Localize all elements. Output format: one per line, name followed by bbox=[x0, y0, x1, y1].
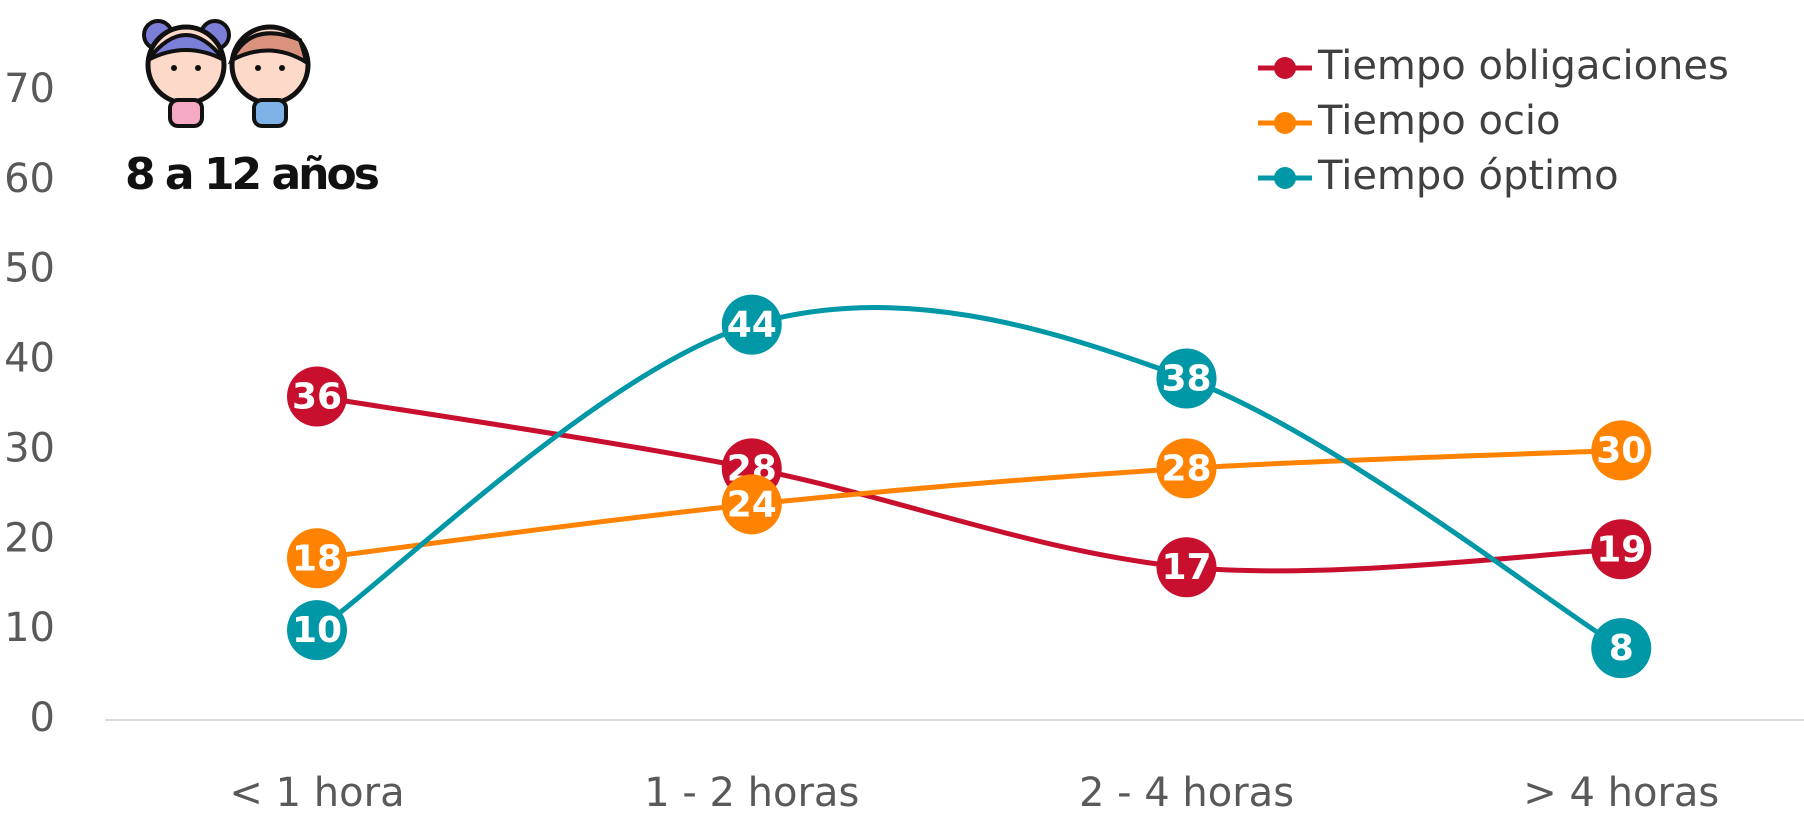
series-line bbox=[316, 447, 1622, 561]
legend-marker bbox=[1274, 57, 1296, 79]
x-tick-label: > 4 horas bbox=[1523, 770, 1719, 816]
legend-marker bbox=[1274, 167, 1296, 189]
data-label: 19 bbox=[1596, 529, 1646, 570]
x-tick-label: < 1 hora bbox=[229, 770, 404, 816]
legend-label: Tiempo óptimo bbox=[1317, 153, 1619, 199]
data-label: 28 bbox=[1161, 448, 1211, 489]
data-label: 30 bbox=[1596, 430, 1646, 471]
data-point bbox=[287, 600, 347, 661]
y-tick-label: 10 bbox=[4, 605, 55, 651]
y-tick-label: 40 bbox=[4, 336, 55, 382]
data-point bbox=[1591, 420, 1652, 481]
legend-label: Tiempo ocio bbox=[1317, 98, 1561, 144]
data-label: 36 bbox=[292, 377, 342, 418]
y-tick-label: 60 bbox=[4, 156, 55, 202]
data-label: 10 bbox=[292, 610, 342, 651]
data-label: 38 bbox=[1161, 359, 1211, 400]
y-tick-label: 70 bbox=[4, 66, 55, 112]
data-point bbox=[287, 528, 347, 589]
data-point bbox=[1591, 519, 1652, 580]
x-tick-label: 1 - 2 horas bbox=[644, 770, 859, 816]
annotation: 8 a 12 años bbox=[125, 149, 379, 200]
kids-icon bbox=[142, 19, 311, 128]
data-label: 8 bbox=[1609, 628, 1634, 669]
data-label: 17 bbox=[1161, 547, 1211, 588]
y-tick-label: 30 bbox=[4, 425, 55, 471]
data-point bbox=[1156, 348, 1217, 409]
data-label: 18 bbox=[292, 538, 342, 579]
y-tick-label: 0 bbox=[30, 695, 55, 741]
legend-marker bbox=[1274, 112, 1296, 134]
data-point bbox=[721, 474, 782, 535]
legend-label: Tiempo obligaciones bbox=[1317, 43, 1729, 89]
x-tick-label: 2 - 4 horas bbox=[1079, 770, 1294, 816]
series-line bbox=[315, 305, 1623, 651]
y-tick-label: 50 bbox=[4, 246, 55, 292]
data-point bbox=[1591, 618, 1652, 679]
data-point bbox=[287, 366, 347, 427]
series-line bbox=[316, 394, 1622, 574]
data-point bbox=[1156, 537, 1217, 598]
data-label: 44 bbox=[727, 305, 777, 346]
data-label: 24 bbox=[727, 484, 777, 525]
y-tick-label: 20 bbox=[4, 515, 55, 561]
data-point bbox=[721, 294, 782, 355]
data-point bbox=[1156, 438, 1217, 499]
